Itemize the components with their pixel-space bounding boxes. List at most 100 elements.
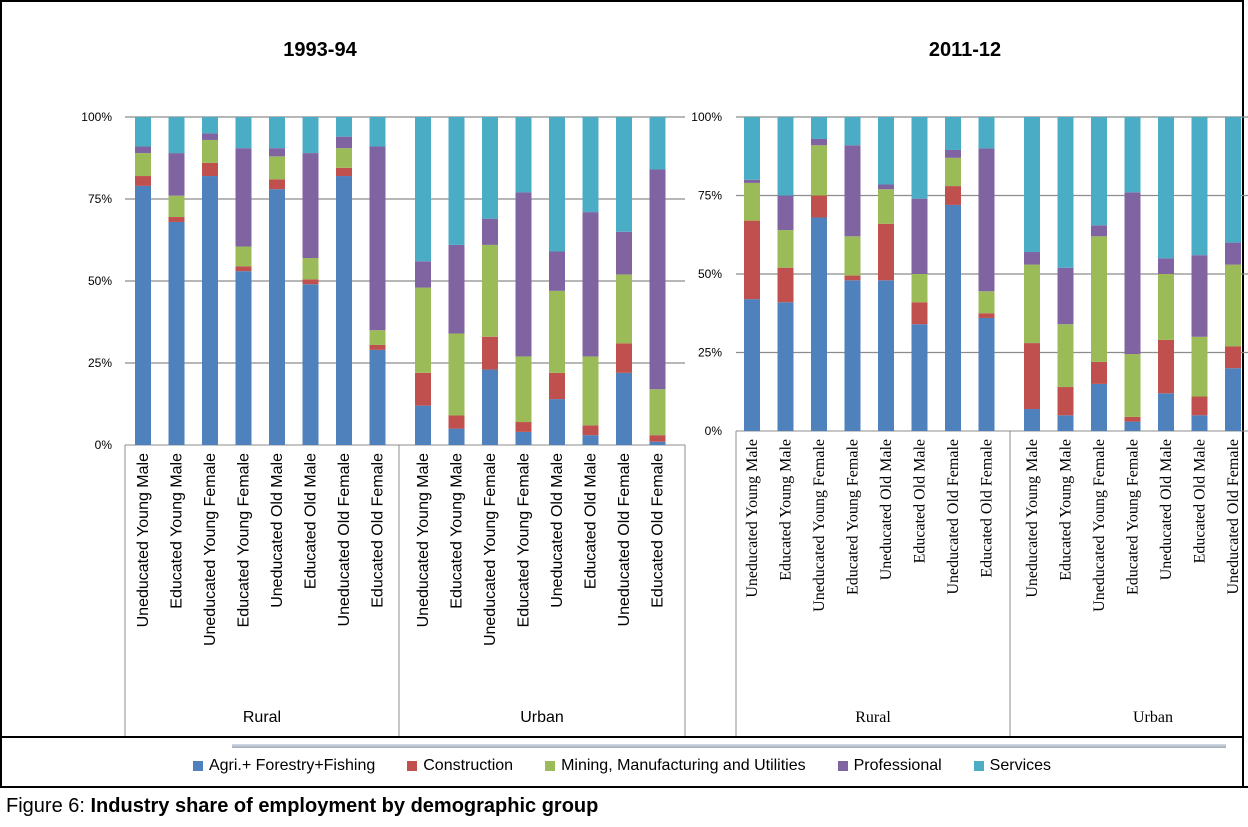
bar-segment [168,221,185,445]
bar-segment [1091,225,1107,237]
bar-segment [1124,416,1141,422]
bar-segment [978,117,995,149]
bar-segment [844,145,861,237]
bar-segment [302,153,319,259]
bar-segment [549,117,565,252]
legend-item: Construction [407,757,513,775]
bar-segment [302,117,319,154]
y-tick-label: 75% [88,192,112,206]
bar-segment [1191,255,1208,337]
bar-segment [1124,354,1141,417]
bar-segment [1124,117,1141,193]
bar-segment [302,258,319,280]
bar-segment [168,195,185,218]
bar-segment [515,356,532,423]
bar-segment [1158,339,1174,394]
bar-segment [878,117,894,185]
legend-swatch [973,761,984,771]
bar-segment [135,176,151,186]
bar-segment [515,422,532,432]
y-tick-label: 100% [81,110,112,124]
legend-swatch [837,761,848,771]
caption-title: Industry share of employment by demograp… [90,795,599,817]
bar-segment [482,117,498,219]
bar-segment [649,435,666,442]
category-label: Uneducated Old Male [269,453,286,608]
bar-segment [1091,117,1107,226]
bar-segment [202,162,218,177]
bar-segment [482,244,498,337]
legend-item: Mining, Manufacturing and Utilities [545,757,806,775]
bar-segment [235,148,252,247]
bar-segment [811,117,827,139]
bar-segment [135,117,151,147]
legend-swatch [407,761,418,771]
bar-segment [235,266,252,272]
legend-swatch [192,761,203,771]
legend-top-rule [0,736,1244,738]
category-label: Educated Young Male [1058,439,1075,581]
category-label: Uneducated Old Male [878,439,895,580]
category-label: Uneducated Young Male [415,453,432,627]
bar-segment [582,425,599,436]
bar-segment [168,153,185,196]
bar-segment [135,146,151,154]
y-tick-label: 0% [705,424,723,438]
bar-segment [135,185,151,445]
group-label: Rural [243,709,281,726]
bar-segment [1158,258,1174,274]
bar-segment [1225,346,1241,369]
bar-segment [1057,117,1074,268]
bar-segment [744,179,760,183]
bar-segment [1024,343,1040,410]
bar-segment [336,167,352,177]
bar-segment [482,218,498,245]
legend-label: Services [989,757,1052,774]
category-label: Educated Old Female [650,453,667,608]
bar-segment [202,139,218,163]
bar-segment [415,372,431,406]
y-tick-label: 50% [88,274,112,288]
bar-segment [811,145,827,196]
bar-segment [945,186,961,205]
category-label: Educated Young Male [778,439,795,581]
category-label: Uneducated Young Female [202,453,219,646]
category-label: Uneducated Young Male [1024,439,1041,598]
bar-segment [1225,368,1241,431]
bar-segment [549,399,565,445]
y-tick-label: 50% [698,267,722,281]
bar-segment [616,117,632,232]
bar-segment [649,389,666,436]
y-tick-label: 25% [88,356,112,370]
bar-segment [649,441,666,445]
category-label: Uneducated Old Female [616,453,633,627]
bar-segment [1024,117,1040,253]
bar-segment [269,189,285,445]
category-label: Uneducated Old Female [1225,439,1242,595]
category-label: Uneducated Young Female [482,453,499,646]
chart-legend: Agri.+ Forestry+Fishing Construction Minin… [0,748,1244,784]
legend-item: Services [973,757,1052,775]
bar-segment [415,405,431,445]
bar-segment [1158,274,1174,340]
bar-segment [302,279,319,285]
category-label: Educated Old Male [583,453,600,589]
charts-svg: 1993-94 0% 25% 50% 75% 100% Rural Uneducated Yo… [81,39,1248,738]
bar-segment [336,136,352,149]
bar-segment [302,284,319,445]
bar-segment [744,220,760,300]
bar-segment [482,336,498,370]
bar-segment [616,372,632,445]
bar-segment [878,189,894,224]
bar-segment [811,195,827,218]
category-label: Uneducated Young Female [811,439,828,612]
bar-segment [515,431,532,445]
bar-segment [945,204,961,431]
legend-decoration [232,744,1226,748]
bar-segment [415,261,431,288]
bar-segment [168,117,185,154]
bar-segment [369,146,386,331]
bar-segment [911,117,928,199]
bar-segment [1158,393,1174,431]
